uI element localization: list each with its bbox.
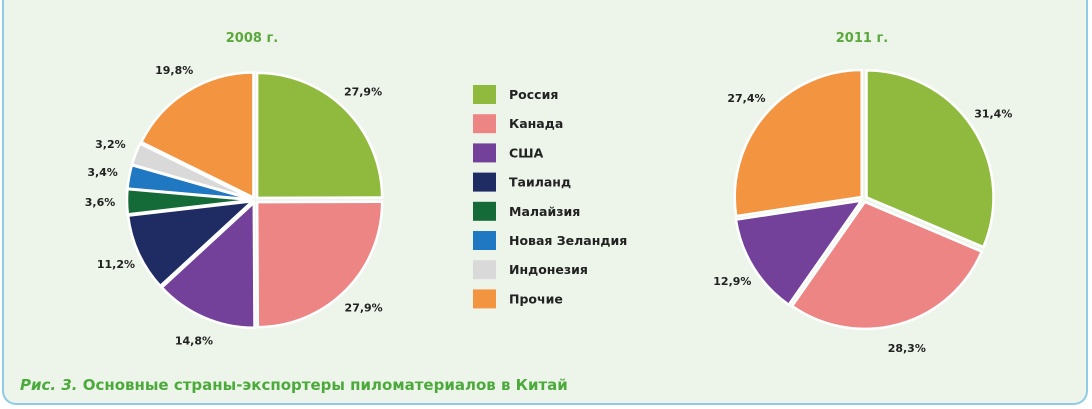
legend-label: Таиланд xyxy=(509,175,571,190)
slice-label: 27,9% xyxy=(344,86,382,99)
legend-swatch xyxy=(473,114,496,134)
legend-swatch xyxy=(473,201,496,221)
slice-label: 3,2% xyxy=(95,138,126,151)
slice-label: 12,9% xyxy=(713,275,751,288)
slice-россия xyxy=(865,69,995,249)
caption-text: Основные страны-экспортеры пиломатериало… xyxy=(82,376,568,394)
slice-label: 27,4% xyxy=(727,92,765,105)
legend-label: США xyxy=(509,145,544,160)
legend-swatch xyxy=(473,231,496,250)
slice-индонезия xyxy=(130,141,253,201)
slice-label: 3,4% xyxy=(87,166,118,179)
slice-канада xyxy=(255,200,384,329)
pie-title: 2011 г. xyxy=(836,31,888,46)
legend-label: Новая Зеландия xyxy=(509,233,627,248)
legend-swatch xyxy=(473,85,496,104)
slice-label: 3,6% xyxy=(85,196,116,209)
legend-label: Индонезия xyxy=(509,262,588,277)
legend-swatch xyxy=(473,143,496,163)
slice-таиланд xyxy=(126,199,256,288)
slice-label: 19,8% xyxy=(155,64,193,77)
slice-label: 11,2% xyxy=(97,258,135,271)
legend-label: Прочие xyxy=(509,291,563,306)
slice-сша xyxy=(160,199,256,329)
legend-swatch xyxy=(473,289,496,309)
legend-label: Малайзия xyxy=(509,204,580,219)
slice-канада xyxy=(790,200,984,331)
pie-1: 2011 г. 31,4% 28,3% 12,9% 27,4% xyxy=(713,31,1012,355)
caption-prefix: Рис. 3. xyxy=(20,376,78,394)
slice-прочие xyxy=(139,71,255,200)
legend-label: Россия xyxy=(509,87,558,102)
legend-swatch xyxy=(473,260,496,280)
slice-сша xyxy=(734,198,865,307)
pie-title: 2008 г. xyxy=(226,31,278,46)
slice-прочие xyxy=(733,68,863,218)
slice-россия xyxy=(255,71,384,200)
slice-label: 27,9% xyxy=(345,302,383,315)
slice-label: 28,3% xyxy=(888,342,926,355)
legend-label: Канада xyxy=(509,116,563,131)
slice-label: 14,8% xyxy=(175,334,213,347)
pie-0: 2008 г. 27,9% 27,9% 14,8% 11,2% 3,6% 3,4% 3,2% 1… xyxy=(85,31,384,347)
legend: Россия Канада США Таиланд Малайзия Новая Зела… xyxy=(473,85,627,309)
figure-caption: Рис. 3. Основные страны-экспортеры пилом… xyxy=(20,376,568,394)
slice-label: 31,4% xyxy=(974,107,1012,120)
legend-swatch xyxy=(473,172,496,192)
